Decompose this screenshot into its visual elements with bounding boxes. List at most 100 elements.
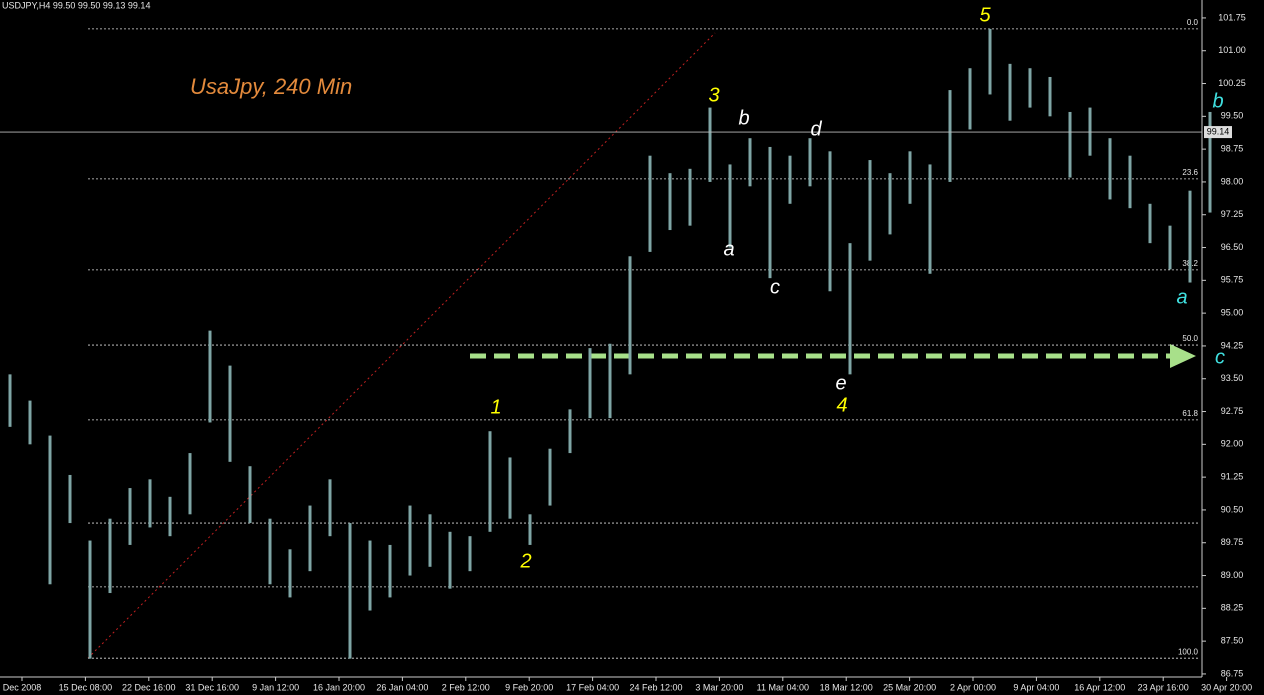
x-tick-label: 2 Apr 00:00 — [950, 682, 996, 692]
price-bar — [848, 243, 852, 375]
x-tick-label: 25 Mar 20:00 — [883, 682, 936, 692]
price-bar — [148, 479, 152, 528]
price-bar — [88, 540, 92, 659]
x-tick-label: 17 Feb 04:00 — [566, 682, 619, 692]
price-bar — [968, 68, 972, 130]
chart-title: UsaJpy, 240 Min — [190, 74, 352, 99]
price-bar — [1148, 203, 1152, 244]
price-bar — [588, 348, 592, 419]
x-tick-label: 11 Mar 04:00 — [757, 682, 809, 692]
price-bar — [648, 155, 652, 252]
price-bar — [548, 448, 552, 506]
price-bar — [908, 151, 912, 204]
price-bar — [428, 514, 432, 567]
fib-label: 50.0 — [1182, 334, 1198, 343]
price-bar — [488, 431, 492, 532]
y-tick-label: 101.00 — [1218, 45, 1246, 55]
price-bar — [348, 523, 352, 659]
y-tick-label: 87.50 — [1221, 636, 1244, 646]
price-bar — [688, 168, 692, 226]
price-bar — [1128, 155, 1132, 209]
y-tick-label: 98.00 — [1221, 176, 1244, 186]
price-bar — [628, 256, 632, 375]
x-tick-label: 9 Feb 20:00 — [505, 682, 553, 692]
y-tick-label: 92.75 — [1221, 406, 1244, 416]
x-tick-label: 15 Dec 08:00 — [59, 682, 113, 692]
y-tick-label: 89.00 — [1221, 570, 1244, 580]
price-bar — [788, 155, 792, 204]
x-tick-label: Dec 2008 — [3, 682, 42, 692]
y-tick-label: 101.75 — [1218, 12, 1246, 22]
price-bar — [128, 488, 132, 545]
wave-label: 4 — [836, 394, 847, 416]
wave-label: b — [1212, 90, 1223, 112]
x-tick-label: 9 Jan 12:00 — [252, 682, 299, 692]
fib-label: 61.8 — [1182, 409, 1198, 418]
y-tick-label: 94.25 — [1221, 340, 1244, 350]
y-tick-label: 99.50 — [1221, 111, 1244, 121]
price-bar — [528, 514, 532, 545]
x-tick-label: 9 Apr 04:00 — [1013, 682, 1059, 692]
x-tick-label: 31 Dec 16:00 — [185, 682, 239, 692]
price-bar — [28, 400, 32, 445]
wave-label: e — [835, 372, 846, 394]
price-bar — [868, 160, 872, 261]
price-bar — [1108, 138, 1112, 200]
y-tick-label: 91.25 — [1221, 472, 1244, 482]
price-bar — [408, 505, 412, 576]
y-tick-label: 96.50 — [1221, 242, 1244, 252]
price-bar — [68, 474, 72, 524]
price-bar — [48, 435, 52, 585]
x-tick-label: 18 Mar 12:00 — [820, 682, 873, 692]
price-bar — [768, 146, 772, 279]
price-bar — [568, 409, 572, 454]
price-bar — [888, 173, 892, 235]
price-bar — [1088, 107, 1092, 156]
price-bar — [1168, 225, 1172, 270]
last-price-box — [1204, 126, 1232, 139]
y-tick-label: 88.25 — [1221, 603, 1244, 613]
price-bar — [728, 164, 732, 248]
price-bar — [1028, 68, 1032, 108]
x-tick-label: 26 Jan 04:00 — [376, 682, 428, 692]
wave-label: a — [723, 238, 734, 260]
x-tick-label: 23 Apr 16:00 — [1138, 682, 1189, 692]
x-tick-label: 3 Mar 20:00 — [695, 682, 743, 692]
price-bar — [368, 540, 372, 611]
price-bar — [748, 138, 752, 187]
price-bar — [948, 90, 952, 182]
wave-label: 3 — [708, 84, 719, 106]
price-bar — [108, 518, 112, 594]
wave-label: c — [770, 276, 780, 298]
x-tick-label: 2 Feb 12:00 — [442, 682, 490, 692]
price-bar — [808, 138, 812, 187]
y-tick-label: 95.75 — [1221, 275, 1244, 285]
wave-label: c — [1215, 346, 1225, 368]
price-bar — [608, 343, 612, 419]
y-tick-label: 98.75 — [1221, 144, 1244, 154]
wave-label: 1 — [490, 396, 501, 418]
price-bar — [1208, 111, 1212, 213]
arrow-head — [1170, 344, 1196, 368]
price-bar — [468, 536, 472, 572]
price-bar — [328, 479, 332, 537]
y-tick-label: 100.25 — [1218, 78, 1246, 88]
price-bar — [388, 544, 392, 598]
x-tick-label: 16 Jan 20:00 — [313, 682, 365, 692]
price-bar — [308, 505, 312, 572]
fib-label: 100.0 — [1178, 647, 1199, 656]
price-bar — [508, 457, 512, 519]
price-bar — [448, 531, 452, 589]
price-bar — [1048, 76, 1052, 117]
y-tick-label: 86.75 — [1221, 668, 1244, 678]
wave-label: 2 — [519, 550, 531, 572]
y-tick-label: 93.50 — [1221, 373, 1244, 383]
y-tick-label: 92.00 — [1221, 439, 1244, 449]
price-bar — [988, 28, 992, 95]
price-bar — [668, 173, 672, 231]
x-tick-label: 16 Apr 12:00 — [1074, 682, 1125, 692]
fib-label: 0.0 — [1187, 18, 1199, 27]
price-bar — [188, 453, 192, 515]
